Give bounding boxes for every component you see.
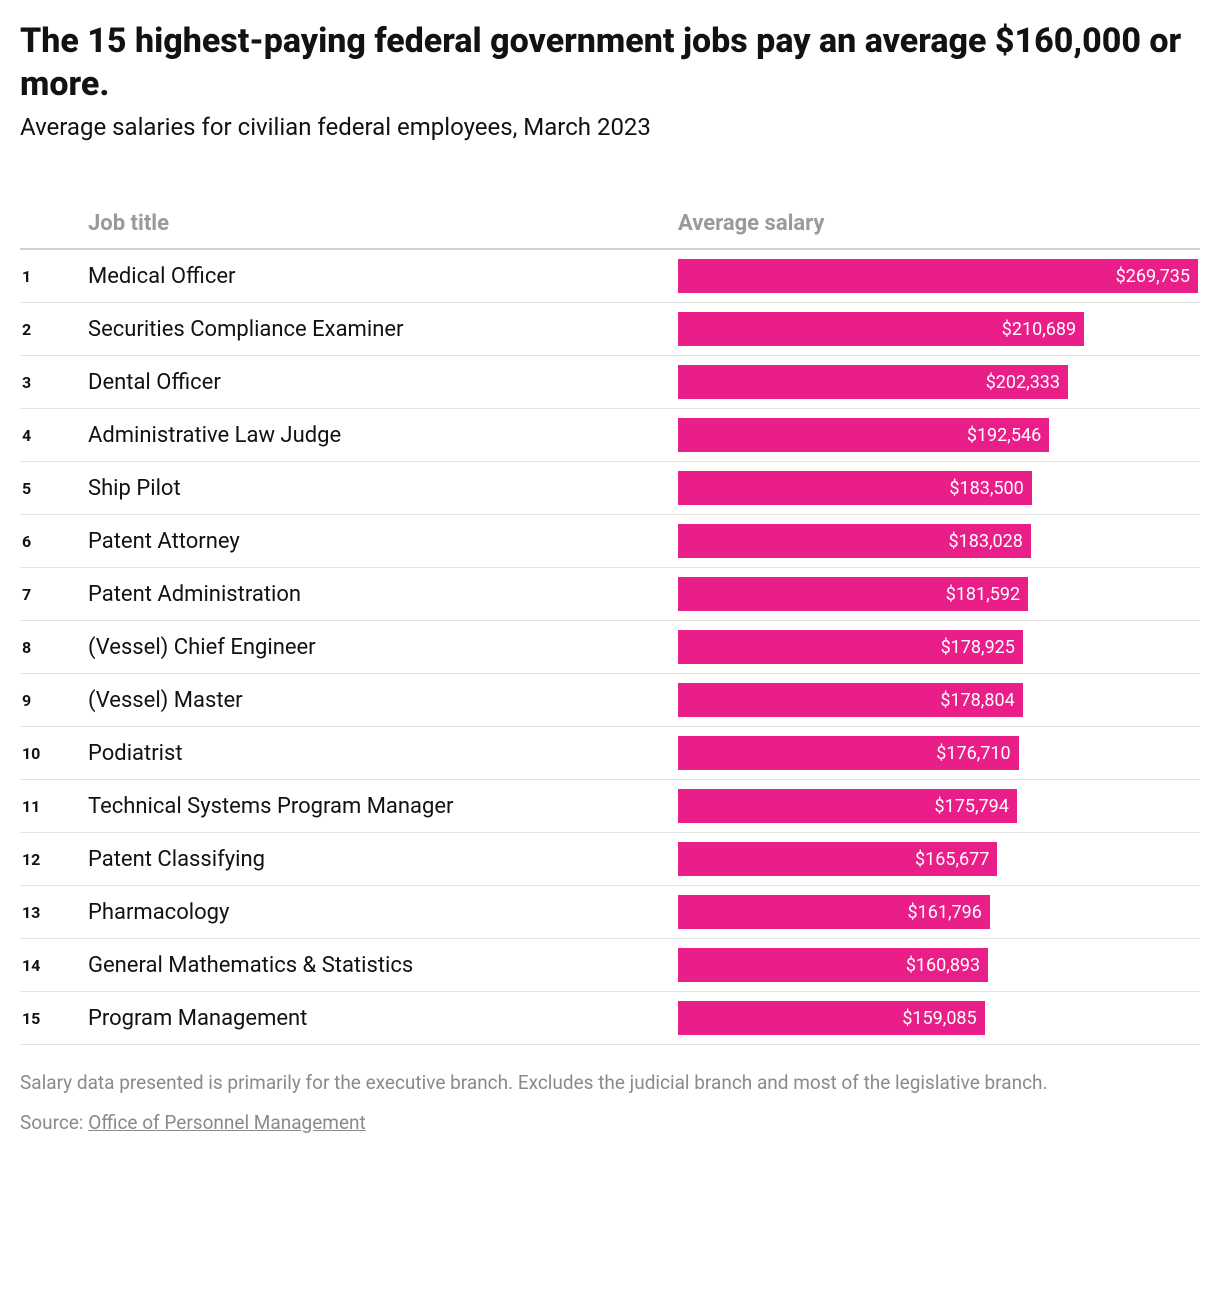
chart-title: The 15 highest-paying federal government… xyxy=(20,20,1200,105)
table-row: 1Medical Officer $269,735 xyxy=(20,250,1200,303)
table-body: 1Medical Officer $269,735 2Securities Comp… xyxy=(20,250,1200,1045)
job-cell: Pharmacology xyxy=(88,900,648,925)
bar-cell: $178,804 xyxy=(648,674,1200,726)
table-header: Job title Average salary xyxy=(20,201,1200,250)
rank-cell: 1 xyxy=(20,267,88,286)
rank-cell: 12 xyxy=(20,850,88,869)
salary-header: Average salary xyxy=(648,211,1200,236)
job-cell: Program Management xyxy=(88,1006,648,1031)
rank-cell: 2 xyxy=(20,320,88,339)
table-row: 10Podiatrist $176,710 xyxy=(20,727,1200,780)
rank-cell: 13 xyxy=(20,903,88,922)
table-row: 4Administrative Law Judge $192,546 xyxy=(20,409,1200,462)
rank-cell: 10 xyxy=(20,744,88,763)
table-row: 11Technical Systems Program Manager $175,… xyxy=(20,780,1200,833)
source-prefix: Source: xyxy=(20,1111,88,1134)
rank-cell: 6 xyxy=(20,532,88,551)
table-row: 2Securities Compliance Examiner $210,689 xyxy=(20,303,1200,356)
bar-cell: $183,500 xyxy=(648,462,1200,514)
job-cell: General Mathematics & Statistics xyxy=(88,953,648,978)
table-row: 7Patent Administration $181,592 xyxy=(20,568,1200,621)
table-row: 12Patent Classifying $165,677 xyxy=(20,833,1200,886)
rank-cell: 3 xyxy=(20,373,88,392)
salary-bar: $192,546 xyxy=(678,418,1049,452)
job-cell: Patent Attorney xyxy=(88,529,648,554)
chart-subtitle: Average salaries for civilian federal em… xyxy=(20,113,1200,141)
salary-bar: $176,710 xyxy=(678,736,1019,770)
bar-cell: $192,546 xyxy=(648,409,1200,461)
table-row: 8(Vessel) Chief Engineer $178,925 xyxy=(20,621,1200,674)
job-cell: Patent Administration xyxy=(88,582,648,607)
salary-bar: $160,893 xyxy=(678,948,988,982)
source-line: Source: Office of Personnel Management xyxy=(20,1111,1200,1134)
rank-cell: 9 xyxy=(20,691,88,710)
salary-bar: $165,677 xyxy=(678,842,997,876)
bar-cell: $269,735 xyxy=(648,250,1200,302)
table-row: 15Program Management $159,085 xyxy=(20,992,1200,1045)
salary-bar: $178,925 xyxy=(678,630,1023,664)
table-row: 5Ship Pilot $183,500 xyxy=(20,462,1200,515)
job-header: Job title xyxy=(88,211,648,236)
footnote: Salary data presented is primarily for t… xyxy=(20,1069,1200,1097)
bar-cell: $175,794 xyxy=(648,780,1200,832)
salary-bar: $269,735 xyxy=(678,259,1198,293)
salary-bar: $178,804 xyxy=(678,683,1023,717)
bar-cell: $178,925 xyxy=(648,621,1200,673)
salary-bar: $183,500 xyxy=(678,471,1032,505)
salary-bar: $159,085 xyxy=(678,1001,985,1035)
rank-cell: 15 xyxy=(20,1009,88,1028)
job-cell: Securities Compliance Examiner xyxy=(88,317,648,342)
rank-cell: 14 xyxy=(20,956,88,975)
salary-bar: $161,796 xyxy=(678,895,990,929)
job-cell: Ship Pilot xyxy=(88,476,648,501)
salary-bar: $183,028 xyxy=(678,524,1031,558)
bar-cell: $176,710 xyxy=(648,727,1200,779)
table-row: 13Pharmacology $161,796 xyxy=(20,886,1200,939)
source-link[interactable]: Office of Personnel Management xyxy=(88,1111,366,1134)
table-row: 6Patent Attorney $183,028 xyxy=(20,515,1200,568)
rank-cell: 11 xyxy=(20,797,88,816)
rank-cell: 5 xyxy=(20,479,88,498)
table-row: 3Dental Officer $202,333 xyxy=(20,356,1200,409)
rank-cell: 8 xyxy=(20,638,88,657)
rank-cell: 7 xyxy=(20,585,88,604)
salary-bar: $175,794 xyxy=(678,789,1017,823)
job-cell: (Vessel) Chief Engineer xyxy=(88,635,648,660)
job-cell: (Vessel) Master xyxy=(88,688,648,713)
bar-cell: $183,028 xyxy=(648,515,1200,567)
job-cell: Technical Systems Program Manager xyxy=(88,794,648,819)
bar-cell: $160,893 xyxy=(648,939,1200,991)
rank-cell: 4 xyxy=(20,426,88,445)
salary-bar: $202,333 xyxy=(678,365,1068,399)
job-cell: Patent Classifying xyxy=(88,847,648,872)
salary-bar: $181,592 xyxy=(678,577,1028,611)
job-cell: Podiatrist xyxy=(88,741,648,766)
bar-cell: $161,796 xyxy=(648,886,1200,938)
salary-bar: $210,689 xyxy=(678,312,1084,346)
job-cell: Medical Officer xyxy=(88,264,648,289)
bar-cell: $159,085 xyxy=(648,992,1200,1044)
bar-cell: $202,333 xyxy=(648,356,1200,408)
job-cell: Dental Officer xyxy=(88,370,648,395)
table-row: 14General Mathematics & Statistics $160,8… xyxy=(20,939,1200,992)
table-row: 9(Vessel) Master $178,804 xyxy=(20,674,1200,727)
chart-container: The 15 highest-paying federal government… xyxy=(0,0,1220,1164)
bar-cell: $165,677 xyxy=(648,833,1200,885)
bar-cell: $181,592 xyxy=(648,568,1200,620)
job-cell: Administrative Law Judge xyxy=(88,423,648,448)
bar-chart: Job title Average salary 1Medical Office… xyxy=(20,201,1200,1045)
bar-cell: $210,689 xyxy=(648,303,1200,355)
